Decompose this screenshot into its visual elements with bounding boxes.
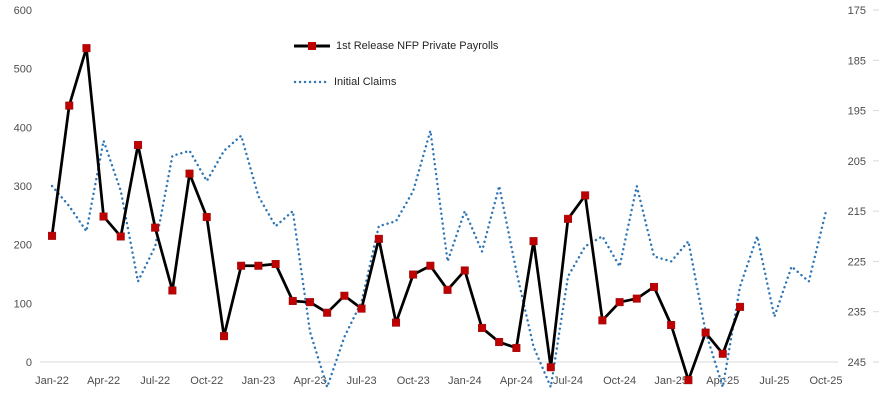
- payrolls-marker: [564, 214, 573, 223]
- payrolls-marker: [736, 302, 745, 311]
- right-axis-tick-label: 215: [848, 206, 866, 218]
- x-axis-tick-label: Jan-25: [654, 375, 688, 387]
- x-axis-tick-label: Apr-24: [500, 375, 533, 387]
- right-axis-tick-label: 175: [848, 5, 866, 17]
- x-axis-tick-label: Oct-22: [190, 375, 223, 387]
- right-axis-tick-label: 195: [848, 106, 866, 118]
- payrolls-marker: [374, 234, 383, 243]
- x-axis-tick-label: Jan-22: [35, 375, 69, 387]
- x-axis-tick-label: Jul-22: [140, 375, 170, 387]
- x-axis-tick-label: Apr-23: [293, 375, 326, 387]
- payrolls-marker: [615, 298, 624, 307]
- payrolls-marker: [185, 169, 194, 178]
- right-axis-tick-label: 205: [848, 156, 866, 168]
- payrolls-marker: [650, 282, 659, 291]
- x-axis-tick-label: Jul-23: [347, 375, 377, 387]
- payrolls-marker: [48, 231, 57, 240]
- legend-label-claims: Initial Claims: [334, 76, 397, 88]
- payrolls-marker: [116, 232, 125, 241]
- payrolls-marker: [151, 223, 160, 232]
- legend-label-payrolls: 1st Release NFP Private Payrolls: [336, 40, 499, 52]
- right-axis-tick-label: 235: [848, 307, 866, 319]
- legend-item-claims: Initial Claims: [293, 76, 498, 88]
- x-axis-tick-label: Jan-24: [448, 375, 482, 387]
- claims-legend-swatch: [293, 80, 329, 84]
- payrolls-marker: [306, 298, 315, 307]
- x-axis-tick-label: Oct-23: [397, 375, 430, 387]
- payrolls-marker: [495, 338, 504, 347]
- payrolls-marker: [512, 343, 521, 352]
- payrolls-marker: [168, 286, 177, 295]
- payrolls-marker: [220, 332, 229, 341]
- left-axis-tick-label: 100: [14, 298, 32, 310]
- x-axis-tick-label: Oct-25: [809, 375, 842, 387]
- left-axis-tick-label: 200: [14, 240, 32, 252]
- payrolls-marker: [460, 266, 469, 275]
- payrolls-marker: [701, 328, 710, 337]
- legend-item-payrolls: 1st Release NFP Private Payrolls: [293, 40, 498, 52]
- left-axis-tick-label: 0: [26, 357, 32, 369]
- payrolls-marker: [65, 101, 74, 110]
- payrolls-marker: [409, 270, 418, 279]
- left-axis-tick-label: 600: [14, 5, 32, 17]
- x-axis-tick-label: Jul-24: [553, 375, 583, 387]
- payrolls-marker: [392, 318, 401, 327]
- x-axis-tick-label: Jul-25: [759, 375, 789, 387]
- x-axis-tick-label: Apr-22: [87, 375, 120, 387]
- payrolls-marker: [684, 376, 693, 385]
- payrolls-marker: [546, 363, 555, 372]
- payrolls-marker: [82, 44, 91, 53]
- payrolls-marker: [99, 212, 108, 221]
- payrolls-marker: [632, 294, 641, 303]
- payrolls-marker: [357, 304, 366, 313]
- payrolls-marker: [598, 316, 607, 325]
- right-axis-tick-label: 245: [848, 357, 866, 369]
- payrolls-marker: [237, 261, 246, 270]
- payrolls-marker: [581, 191, 590, 200]
- payrolls-marker: [443, 285, 452, 294]
- payrolls-marker: [271, 260, 280, 269]
- left-axis-tick-label: 500: [14, 64, 32, 76]
- right-axis-tick-label: 225: [848, 256, 866, 268]
- x-axis-tick-label: Jan-23: [242, 375, 276, 387]
- payrolls-marker: [288, 296, 297, 305]
- payrolls-marker: [323, 308, 332, 317]
- payrolls-marker: [426, 261, 435, 270]
- x-axis-tick-label: Apr-25: [706, 375, 739, 387]
- chart-legend: 1st Release NFP Private Payrolls Initial…: [293, 40, 498, 88]
- right-axis-tick-label: 185: [848, 55, 866, 67]
- payrolls-marker: [478, 323, 487, 332]
- payrolls-marker: [667, 321, 676, 330]
- payrolls-marker: [134, 140, 143, 149]
- payrolls-marker: [529, 237, 538, 246]
- claims-series-line: [50, 129, 828, 389]
- x-axis-tick-label: Oct-24: [603, 375, 636, 387]
- payrolls-legend-swatch: [294, 42, 330, 50]
- payrolls-legend-marker: [308, 42, 316, 50]
- left-axis-tick-label: 400: [14, 122, 32, 134]
- payrolls-marker: [718, 349, 727, 358]
- left-axis-tick-label: 300: [14, 181, 32, 193]
- payrolls-series-line: [50, 46, 742, 382]
- payrolls-marker: [254, 261, 263, 270]
- payrolls-marker: [340, 291, 349, 300]
- payrolls-marker: [202, 213, 211, 222]
